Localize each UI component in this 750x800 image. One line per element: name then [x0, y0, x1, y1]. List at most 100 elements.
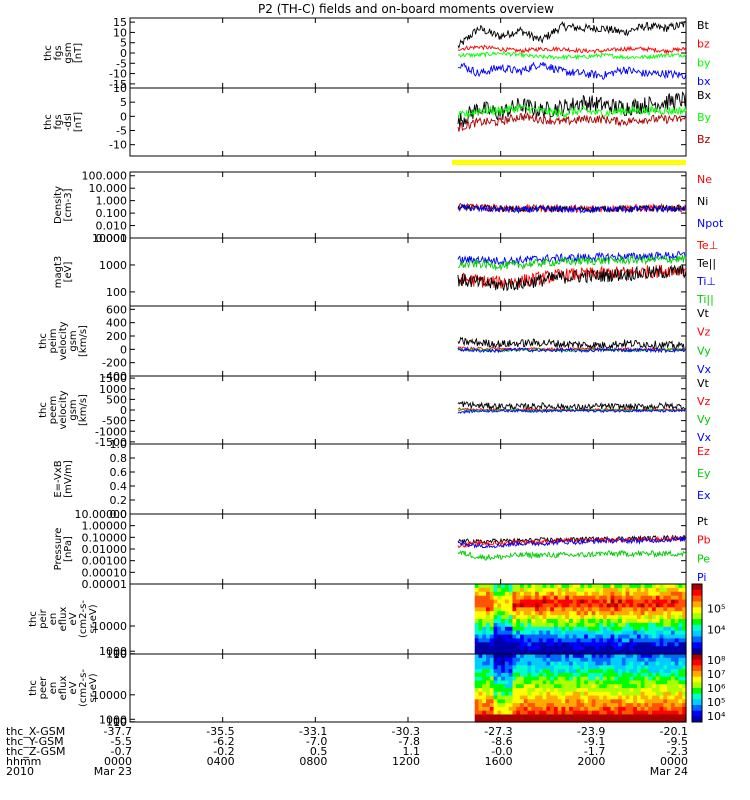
spectrogram-cell: [667, 584, 672, 589]
spectrogram-cell: [584, 642, 589, 647]
series-line-Vt: [457, 400, 687, 412]
spectrogram-cell: [493, 657, 498, 663]
spectrogram-cell: [497, 611, 502, 616]
y-axis-label: velocity: [58, 321, 69, 360]
spectrogram-cell: [580, 669, 585, 674]
spectrogram-cell: [501, 695, 506, 700]
spectrogram-cell: [531, 669, 536, 674]
spectrogram-cell: [565, 699, 570, 704]
spectrogram-cell: [561, 638, 566, 643]
spectrogram-cell: [625, 591, 630, 597]
spectrogram-cell: [550, 669, 555, 674]
spectrogram-cell: [648, 630, 653, 636]
spectrogram-cell: [550, 599, 555, 605]
spectrogram-cell: [670, 591, 676, 597]
spectrogram-cell: [474, 676, 480, 682]
spectrogram-cell: [640, 676, 646, 682]
spectrogram-cell: [670, 684, 676, 689]
colorbar-segment: [692, 710, 702, 717]
spectrogram-cell: [557, 676, 563, 682]
spectrogram-cell: [603, 591, 608, 597]
spectrogram-cell: [580, 615, 585, 620]
spectrogram-cell: [572, 699, 578, 704]
spectrogram-cell: [591, 630, 597, 636]
spectrogram-cell: [655, 646, 661, 651]
spectrogram-cell: [553, 688, 559, 693]
spectrogram-cell: [535, 626, 540, 632]
spectrogram-cell: [497, 626, 502, 632]
spectrogram-cell: [580, 584, 585, 589]
y-tick-label: -10: [109, 68, 127, 81]
spectrogram-cell: [535, 622, 540, 628]
spectrogram-cell: [557, 680, 563, 685]
spectrogram-cell: [523, 703, 529, 708]
spectrogram-cell: [648, 691, 653, 697]
spectrogram-cell: [508, 595, 514, 601]
spectrogram-cell: [565, 688, 570, 693]
spectrogram-cell: [614, 706, 619, 712]
time-axis-row-label: thc_X-GSM: [6, 725, 65, 738]
spectrogram-cell: [561, 650, 566, 655]
spectrogram-cell: [478, 587, 483, 593]
spectrogram-cell: [633, 591, 638, 597]
spectrogram-cell: [618, 695, 623, 700]
spectrogram-cell: [474, 680, 480, 685]
spectrogram-cell: [512, 688, 517, 693]
spectrogram-cell: [550, 657, 555, 663]
spectrogram-cell: [531, 672, 536, 678]
spectrogram-cell: [591, 691, 597, 697]
spectrogram-cell: [674, 661, 680, 666]
spectrogram-cell: [550, 672, 555, 678]
spectrogram-cell: [474, 591, 480, 597]
y-tick-label: 100: [106, 716, 127, 729]
spectrogram-cell: [587, 695, 593, 700]
spectrogram-cell: [478, 584, 483, 589]
spectrogram-cell: [663, 691, 668, 697]
spectrogram-cell: [633, 688, 638, 693]
spectrogram-cell: [584, 661, 589, 666]
spectrogram-cell: [546, 615, 551, 620]
spectrogram-cell: [489, 622, 495, 628]
spectrogram-cell: [648, 638, 653, 643]
spectrogram-cell: [572, 591, 578, 597]
spectrogram-cell: [576, 684, 581, 689]
legend-Vx: Vx: [697, 363, 712, 376]
panel-frame: [129, 171, 687, 239]
spectrogram-cell: [527, 595, 532, 601]
legend-by: by: [697, 56, 711, 69]
spectrogram-cell: [670, 584, 676, 589]
spectrogram-cell: [670, 622, 676, 628]
spectrogram-cell: [557, 587, 563, 593]
spectrogram-cell: [659, 584, 664, 589]
spectrogram-cell: [599, 622, 604, 628]
spectrogram-cell: [678, 703, 683, 708]
spectrogram-cell: [595, 661, 600, 666]
spectrogram-cell: [527, 619, 532, 624]
spectrogram-cell: [606, 607, 612, 612]
spectrogram-cell: [636, 634, 642, 640]
spectrogram-cell: [670, 615, 676, 620]
spectrogram-cell: [493, 684, 498, 689]
spectrogram-cell: [550, 622, 555, 628]
spectrogram-cell: [482, 607, 487, 612]
spectrogram-cell: [519, 699, 525, 704]
legend-Ex: Ex: [697, 489, 711, 502]
spectrogram-cell: [569, 634, 574, 640]
spectrogram-cell: [512, 699, 517, 704]
y-tick-label: -1500: [95, 436, 127, 449]
spectrogram-cell: [561, 672, 566, 678]
spectrogram-cell: [489, 654, 495, 659]
spectrogram-cell: [667, 657, 672, 663]
spectrogram-cell: [610, 599, 615, 605]
spectrogram-cell: [678, 657, 683, 663]
spectrogram-cell: [561, 642, 566, 647]
spectrogram-cell: [486, 584, 491, 589]
time-axis-value: -9.5: [667, 735, 688, 748]
spectrogram-cell: [667, 699, 672, 704]
spectrogram-cell: [678, 622, 683, 628]
spectrogram-cell: [621, 638, 627, 643]
panel-frame: [129, 305, 687, 377]
spectrogram-cell: [614, 638, 619, 643]
spectrogram-cell: [652, 595, 657, 601]
